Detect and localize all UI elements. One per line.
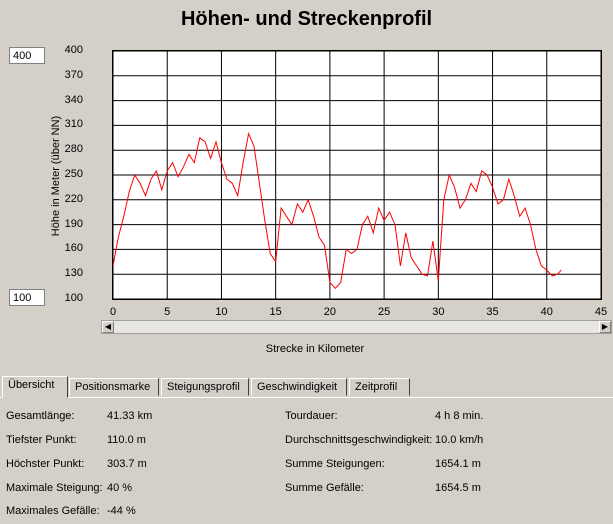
stat-label: Tourdauer: (285, 410, 338, 422)
scroll-right-button[interactable]: ▶ (599, 321, 611, 333)
stat-value: 1654.5 m (435, 482, 481, 494)
tab-uebersicht[interactable]: Übersicht (2, 376, 68, 398)
y-tick-label: 220 (64, 192, 83, 205)
stat-value: 4 h 8 min. (435, 410, 484, 422)
elevation-chart-svg (112, 50, 602, 300)
x-tick-label: 15 (269, 306, 282, 318)
y-max-input[interactable] (9, 47, 45, 64)
y-tick-label: 400 (64, 44, 83, 56)
y-tick-label: 250 (64, 168, 83, 180)
stat-value: 41.33 km (107, 410, 153, 422)
stat-label: Durchschnittsgeschwindigkeit: (285, 434, 433, 446)
tab-geschwindigkeit[interactable]: Geschwindigkeit (251, 378, 347, 396)
x-tick-label: 20 (323, 306, 336, 318)
overview-panel: Gesamtlänge: 41.33 km Tiefster Punkt: 11… (0, 397, 613, 524)
x-tick-label: 0 (109, 306, 117, 318)
stat-label: Summe Steigungen: (285, 458, 385, 470)
elevation-series-line (112, 132, 562, 290)
x-tick-label: 30 (432, 306, 445, 318)
page-title: Höhen- und Streckenprofil (180, 8, 433, 30)
y-tick-label: 340 (64, 93, 83, 106)
x-tick-label: 35 (486, 306, 499, 318)
stat-label: Maximales Gefälle: (6, 505, 100, 517)
x-tick-label: 5 (164, 306, 171, 318)
tab-steigungsprofil[interactable]: Steigungsprofil (161, 378, 249, 396)
y-tick-label: 310 (64, 118, 83, 131)
y-tick-label: 370 (64, 68, 83, 81)
stat-value: 303.7 m (107, 458, 147, 470)
stat-value: 40 % (107, 482, 133, 494)
stat-label: Höchster Punkt: (6, 458, 85, 470)
y-tick-label: 280 (64, 143, 83, 156)
chart-scrollbar[interactable]: ◀ ▶ (101, 320, 612, 334)
stat-label: Gesamtlänge: (6, 410, 75, 422)
tab-zeitprofil[interactable]: Zeitprofil (349, 378, 410, 396)
y-tick-label: 100 (64, 292, 83, 304)
y-tick-label: 130 (64, 267, 83, 280)
x-tick-label: 25 (377, 306, 391, 318)
stat-label: Maximale Steigung: (6, 482, 103, 494)
y-tick-label: 160 (64, 242, 83, 255)
scroll-left-button[interactable]: ◀ (102, 321, 114, 333)
x-axis-label: Strecke in Kilometer (265, 343, 365, 355)
x-tick-label: 10 (215, 306, 228, 318)
stat-label: Tiefster Punkt: (6, 434, 77, 446)
tab-positionsmarke[interactable]: Positionsmarke (69, 378, 159, 396)
elevation-chart (112, 50, 602, 300)
y-tick-label: 190 (64, 217, 83, 230)
stat-value: 10.0 km/h (435, 434, 484, 446)
stat-value: -44 % (107, 505, 136, 517)
stat-value: 1654.1 m (435, 458, 481, 470)
x-tick-label: 45 (594, 306, 608, 318)
y-min-input[interactable] (9, 289, 45, 306)
stat-value: 110.0 m (107, 434, 146, 446)
x-tick-label: 40 (540, 306, 553, 318)
stat-label: Summe Gefälle: (285, 482, 364, 494)
